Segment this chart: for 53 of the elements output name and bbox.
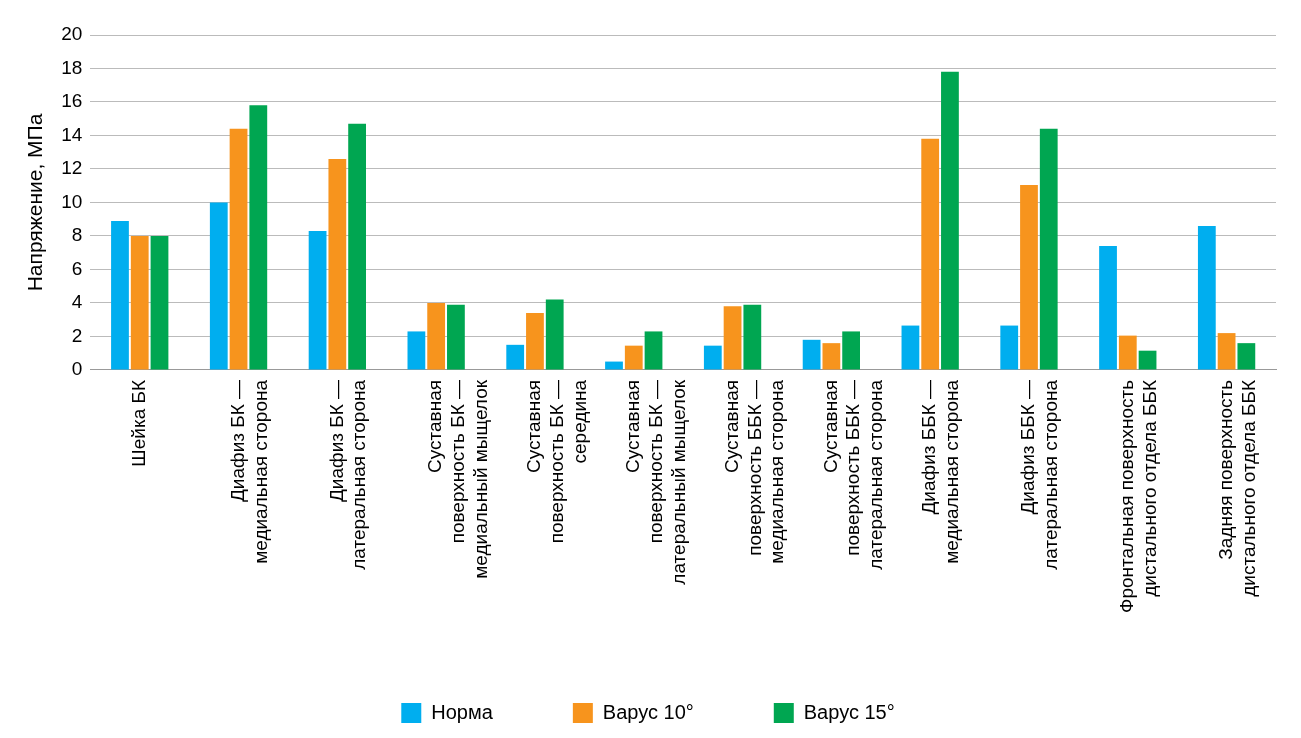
y-tick-label: 14 — [61, 123, 83, 145]
bar — [506, 344, 525, 370]
bar — [802, 339, 821, 370]
x-tick-label: Шейка БК — [127, 379, 149, 467]
legend-label: Варус 10° — [602, 700, 694, 723]
bar — [526, 313, 544, 370]
bar — [229, 128, 248, 370]
bar — [1138, 350, 1157, 370]
bar — [941, 71, 959, 370]
y-tick-label: 2 — [71, 324, 83, 346]
y-tick-label: 6 — [71, 257, 83, 279]
bar — [1118, 335, 1137, 370]
bar — [447, 304, 465, 370]
bar — [644, 331, 663, 370]
bar — [1099, 246, 1117, 370]
bar — [1217, 333, 1236, 370]
bar — [1000, 325, 1019, 370]
bar — [130, 235, 149, 370]
bar — [407, 331, 426, 370]
bar — [703, 345, 722, 370]
bar — [1039, 128, 1058, 370]
bar — [111, 220, 129, 370]
bar — [901, 325, 920, 370]
y-axis-title: Напряжение, МПа — [23, 113, 47, 292]
bar — [1020, 184, 1038, 370]
bar — [822, 343, 841, 370]
y-tick-label: 0 — [71, 358, 83, 380]
bar — [427, 302, 446, 370]
bar — [545, 299, 564, 370]
legend-label: Варус 15° — [803, 700, 895, 723]
bar — [624, 345, 643, 370]
y-tick-label: 16 — [61, 90, 83, 112]
bar — [249, 105, 268, 370]
y-tick-label: 18 — [61, 56, 83, 78]
bar — [842, 331, 861, 370]
y-tick-label: 12 — [61, 157, 83, 179]
bar — [348, 123, 366, 370]
y-tick-label: 10 — [61, 190, 83, 212]
x-tick-label: Диафиз БК — медиальная сторона — [226, 379, 271, 564]
bar — [723, 306, 742, 370]
bar — [1197, 225, 1216, 370]
bar — [328, 158, 347, 370]
y-tick-label: 4 — [71, 291, 83, 313]
bar — [150, 235, 169, 370]
bar — [605, 361, 623, 370]
bar — [308, 230, 327, 370]
y-tick-label: 20 — [61, 23, 83, 45]
bar — [1237, 343, 1256, 370]
bar — [921, 138, 940, 370]
y-tick-label: 8 — [71, 224, 83, 246]
bar — [209, 202, 228, 370]
legend-label: Норма — [431, 700, 494, 723]
bar — [743, 304, 762, 370]
